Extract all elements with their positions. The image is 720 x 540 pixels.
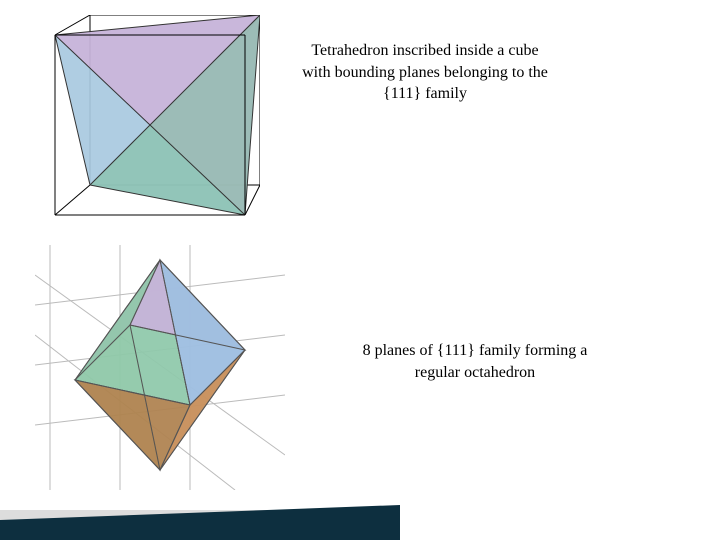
caption-line: Tetrahedron inscribed inside a cube	[311, 42, 538, 59]
caption-line: regular octahedron	[415, 364, 535, 381]
tetrahedron-caption: Tetrahedron inscribed inside a cube with…	[280, 40, 570, 105]
footer-decorative-triangle	[0, 480, 720, 540]
octahedron-diagram	[35, 245, 285, 490]
caption-line: {111} family	[383, 85, 467, 102]
tetrahedron-in-cube-diagram	[15, 15, 260, 230]
caption-line: 8 planes of {111} family forming a	[363, 342, 588, 359]
octahedron-caption: 8 planes of {111} family forming a regul…	[330, 340, 620, 383]
caption-line: with bounding planes belonging to the	[302, 64, 548, 81]
